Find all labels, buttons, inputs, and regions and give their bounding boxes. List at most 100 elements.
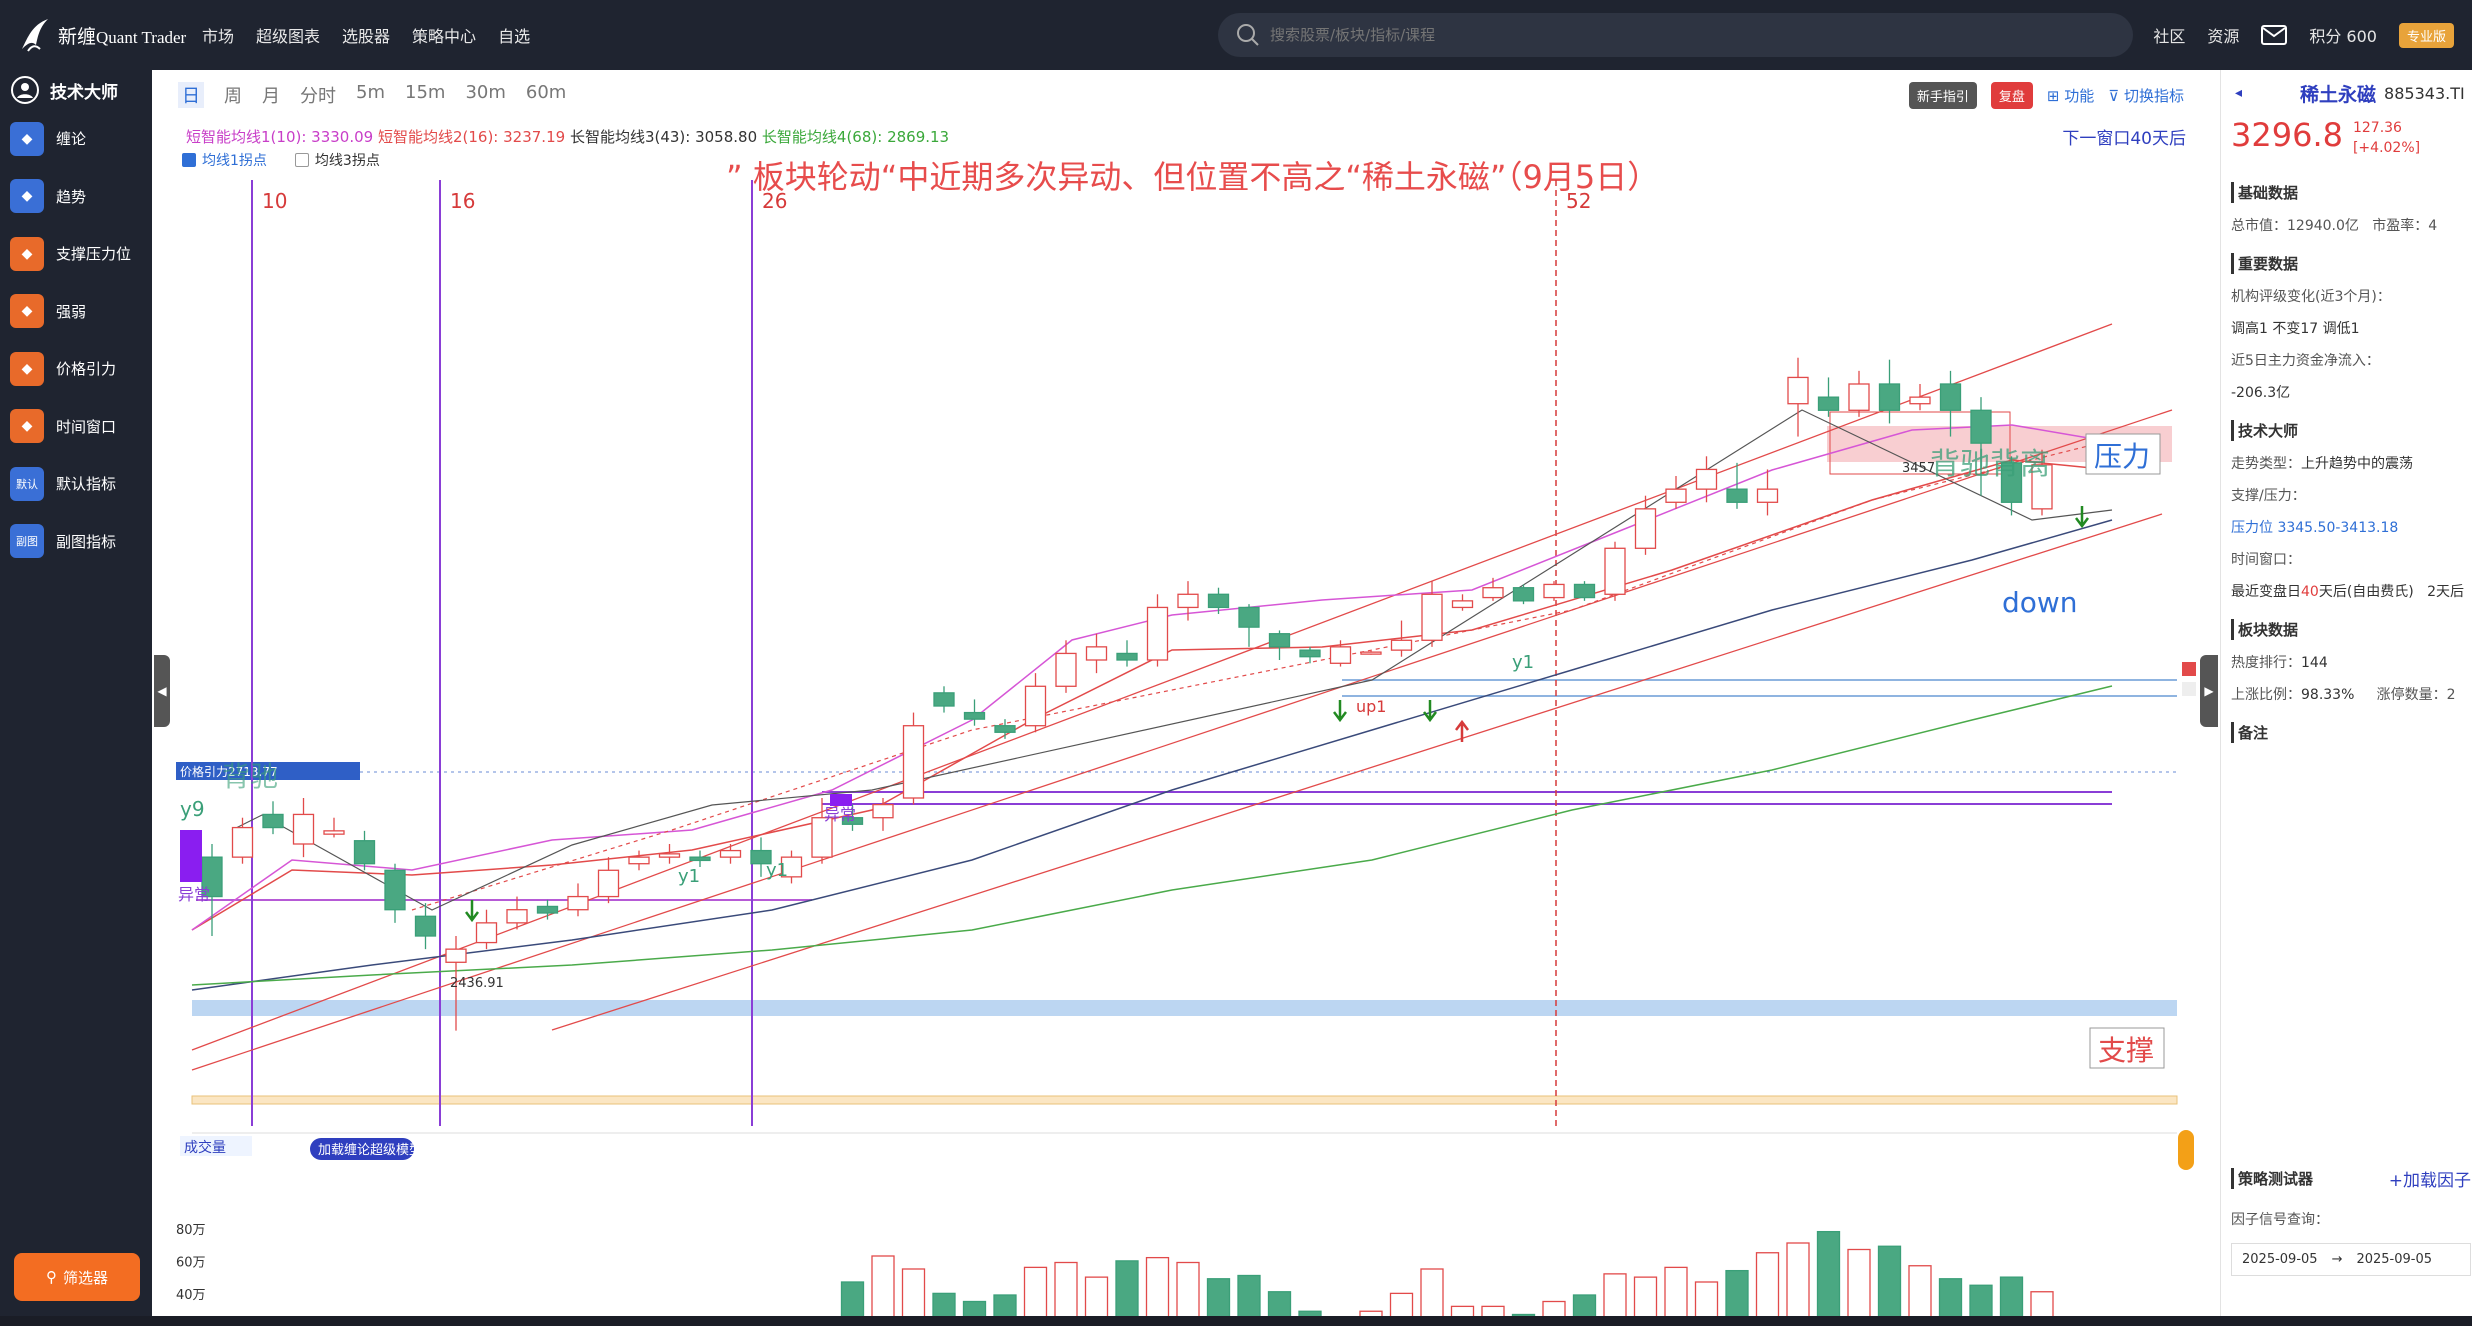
candle-body <box>201 856 223 898</box>
tab-60m[interactable]: 60m <box>525 82 567 103</box>
abnormal-label-left: 异常 <box>178 885 210 904</box>
tab-day[interactable]: 日 <box>178 82 204 108</box>
sidebar-item-support[interactable]: ◆ 支撑压力位 <box>0 225 152 283</box>
check-ma3-turning[interactable]: 均线3拐点 <box>294 150 380 170</box>
check-ma1-label: 均线1拐点 <box>202 153 267 169</box>
sidebar-item-trend[interactable]: ◆ 趋势 <box>0 168 152 226</box>
vip-badge[interactable]: 专业版 <box>2398 22 2454 48</box>
candle-body <box>1390 639 1413 651</box>
collapse-left-handle[interactable]: ◀ <box>154 655 170 727</box>
sidebar-header[interactable]: 技术大师 <box>0 70 152 110</box>
function-button[interactable]: ⊞ 功能 <box>2047 85 2094 106</box>
channel-mid <box>191 409 2173 1071</box>
support-label-box <box>2089 1027 2165 1069</box>
factor-query-label: 因子信号查询： <box>2231 1212 2329 1228</box>
ma-legend: 短智能均线1(10): 3330.09 短智能均线2(16): 3237.19 … <box>186 126 949 147</box>
candle-body <box>353 840 376 865</box>
heat-value: 144 <box>2301 655 2328 671</box>
section-master: 技术大师 走势类型：上升趋势中的震荡 支撑/压力： 压力位 3345.50-34… <box>2221 420 2472 601</box>
sidebar-item-gravity[interactable]: ◆ 价格引力 <box>0 340 152 398</box>
tab-month[interactable]: 月 <box>262 86 280 107</box>
down-arrow-icon <box>465 900 479 923</box>
sidebar-item-strength[interactable]: ◆ 强弱 <box>0 283 152 341</box>
candle-body <box>1665 488 1687 503</box>
sidebar-item-default-indicator[interactable]: 默认 默认指标 <box>0 455 152 513</box>
volume-ytick: 60万 <box>176 1256 206 1271</box>
tab-week[interactable]: 周 <box>224 86 242 107</box>
search-input[interactable] <box>1270 26 2090 44</box>
date-range-picker[interactable]: 2025-09-05 → 2025-09-05 <box>2231 1243 2471 1276</box>
logo[interactable]: 新缠Quant Trader <box>18 15 188 55</box>
pressure-label: 压力位 <box>2231 520 2273 536</box>
sidebar-item-chanlun[interactable]: ◆ 缠论 <box>0 110 152 168</box>
mail-icon[interactable] <box>2261 25 2288 45</box>
time-window-icon: ◆ <box>10 409 44 444</box>
nav-super-chart[interactable]: 超级图表 <box>256 27 321 46</box>
pressure-row[interactable]: 压力位 3345.50-3413.18 <box>2231 517 2472 537</box>
ma-legend-3: 长智能均线3(43): 3058.80 <box>569 128 758 146</box>
points[interactable]: 积分 600 <box>2309 27 2377 46</box>
nav-strategy-center[interactable]: 策略中心 <box>412 27 477 46</box>
chevron-left-icon: ◀ <box>157 684 167 698</box>
sidebar-item-sub-indicator[interactable]: 副图 副图指标 <box>0 513 152 571</box>
candle-body <box>1604 547 1626 595</box>
rating-value: 调高1 不变17 调低1 <box>2231 321 2360 337</box>
tab-intraday[interactable]: 分时 <box>300 86 336 107</box>
time-label: 时间窗口： <box>2231 552 2301 568</box>
add-factor-button[interactable]: +加载因子 <box>2388 1171 2471 1191</box>
switch-indicator-button[interactable]: ⊽ 切换指标 <box>2108 85 2184 106</box>
logo-bird-icon <box>22 19 48 52</box>
candle-body <box>1055 652 1077 687</box>
function-button-label: 功能 <box>2064 87 2095 105</box>
tab-15m[interactable]: 15m <box>405 82 446 103</box>
sidebar-header-label: 技术大师 <box>50 82 118 103</box>
collapse-right-handle[interactable]: ▶ <box>2200 655 2218 727</box>
candle-body <box>1482 587 1504 599</box>
up-arrow-icon <box>1455 719 1469 742</box>
nav-market[interactable]: 市场 <box>202 27 235 46</box>
bottom-band <box>191 1095 2178 1105</box>
search-bar[interactable] <box>1218 13 2133 57</box>
nav-stock-screener[interactable]: 选股器 <box>342 27 391 46</box>
abnormal-label-mid: 异常 <box>824 805 856 824</box>
channel-upper <box>191 323 2113 1051</box>
divergence-label: 背驰背离 <box>1930 447 2050 482</box>
tab-5m[interactable]: 5m <box>356 82 385 103</box>
up1-label: up1 <box>1356 697 1386 716</box>
sidebar: 技术大师 ◆ 缠论 ◆ 趋势 ◆ 支撑压力位 ◆ 强弱 ◆ 价格引力 ◆ 时间窗口 默认 默认指标 副图 副图… <box>0 70 152 1326</box>
filter-button[interactable]: ⚲ 筛选器 <box>14 1253 140 1301</box>
instrument-name: 稀土永磁 <box>2300 83 2377 106</box>
switch-indicator-label: 切换指标 <box>2123 87 2184 105</box>
volume-bar <box>1847 1248 1871 1326</box>
nav-watchlist[interactable]: 自选 <box>498 27 531 46</box>
volume-label: 成交量 <box>184 1139 226 1156</box>
review-button[interactable]: 复盘 <box>1990 82 2033 109</box>
top-nav: 市场 超级图表 选股器 策略中心 自选 <box>202 23 530 47</box>
back-arrow-icon[interactable]: ◂ <box>2235 85 2243 101</box>
guide-button[interactable]: 新手指引 <box>1908 82 1977 109</box>
volume-bar <box>1816 1230 1841 1326</box>
candle-body <box>414 915 437 937</box>
candle-body <box>231 826 254 858</box>
ma1-line <box>191 424 2113 931</box>
section-important: 重要数据 机构评级变化(近3个月)： 调高1 不变17 调低1 近5日主力资金净… <box>2221 253 2472 402</box>
nav-resources[interactable]: 资源 <box>2207 27 2240 46</box>
candle-body <box>1512 587 1535 602</box>
sidebar-item-label: 默认指标 <box>56 475 117 494</box>
down-arrow-icon <box>1423 700 1437 723</box>
nav-community[interactable]: 社区 <box>2153 27 2186 46</box>
sidebar-item-time-window[interactable]: ◆ 时间窗口 <box>0 398 152 456</box>
chan-stroke-line <box>231 409 2113 911</box>
divergence-left-label: 背驰 <box>222 760 278 793</box>
section-note-title: 备注 <box>2231 722 2472 743</box>
sp-label: 支撑/压力： <box>2231 488 2306 504</box>
date-to[interactable]: 2025-09-05 <box>2356 1252 2433 1267</box>
date-from[interactable]: 2025-09-05 <box>2242 1252 2318 1267</box>
ma4-line <box>191 685 2113 986</box>
check-ma1-turning[interactable]: 均线1拐点 <box>182 150 267 170</box>
tab-30m[interactable]: 30m <box>465 82 506 103</box>
candle-body <box>1939 383 1962 411</box>
sidebar-item-label: 趋势 <box>56 187 87 206</box>
next-window-label: 下一窗口40天后 <box>2062 129 2186 149</box>
